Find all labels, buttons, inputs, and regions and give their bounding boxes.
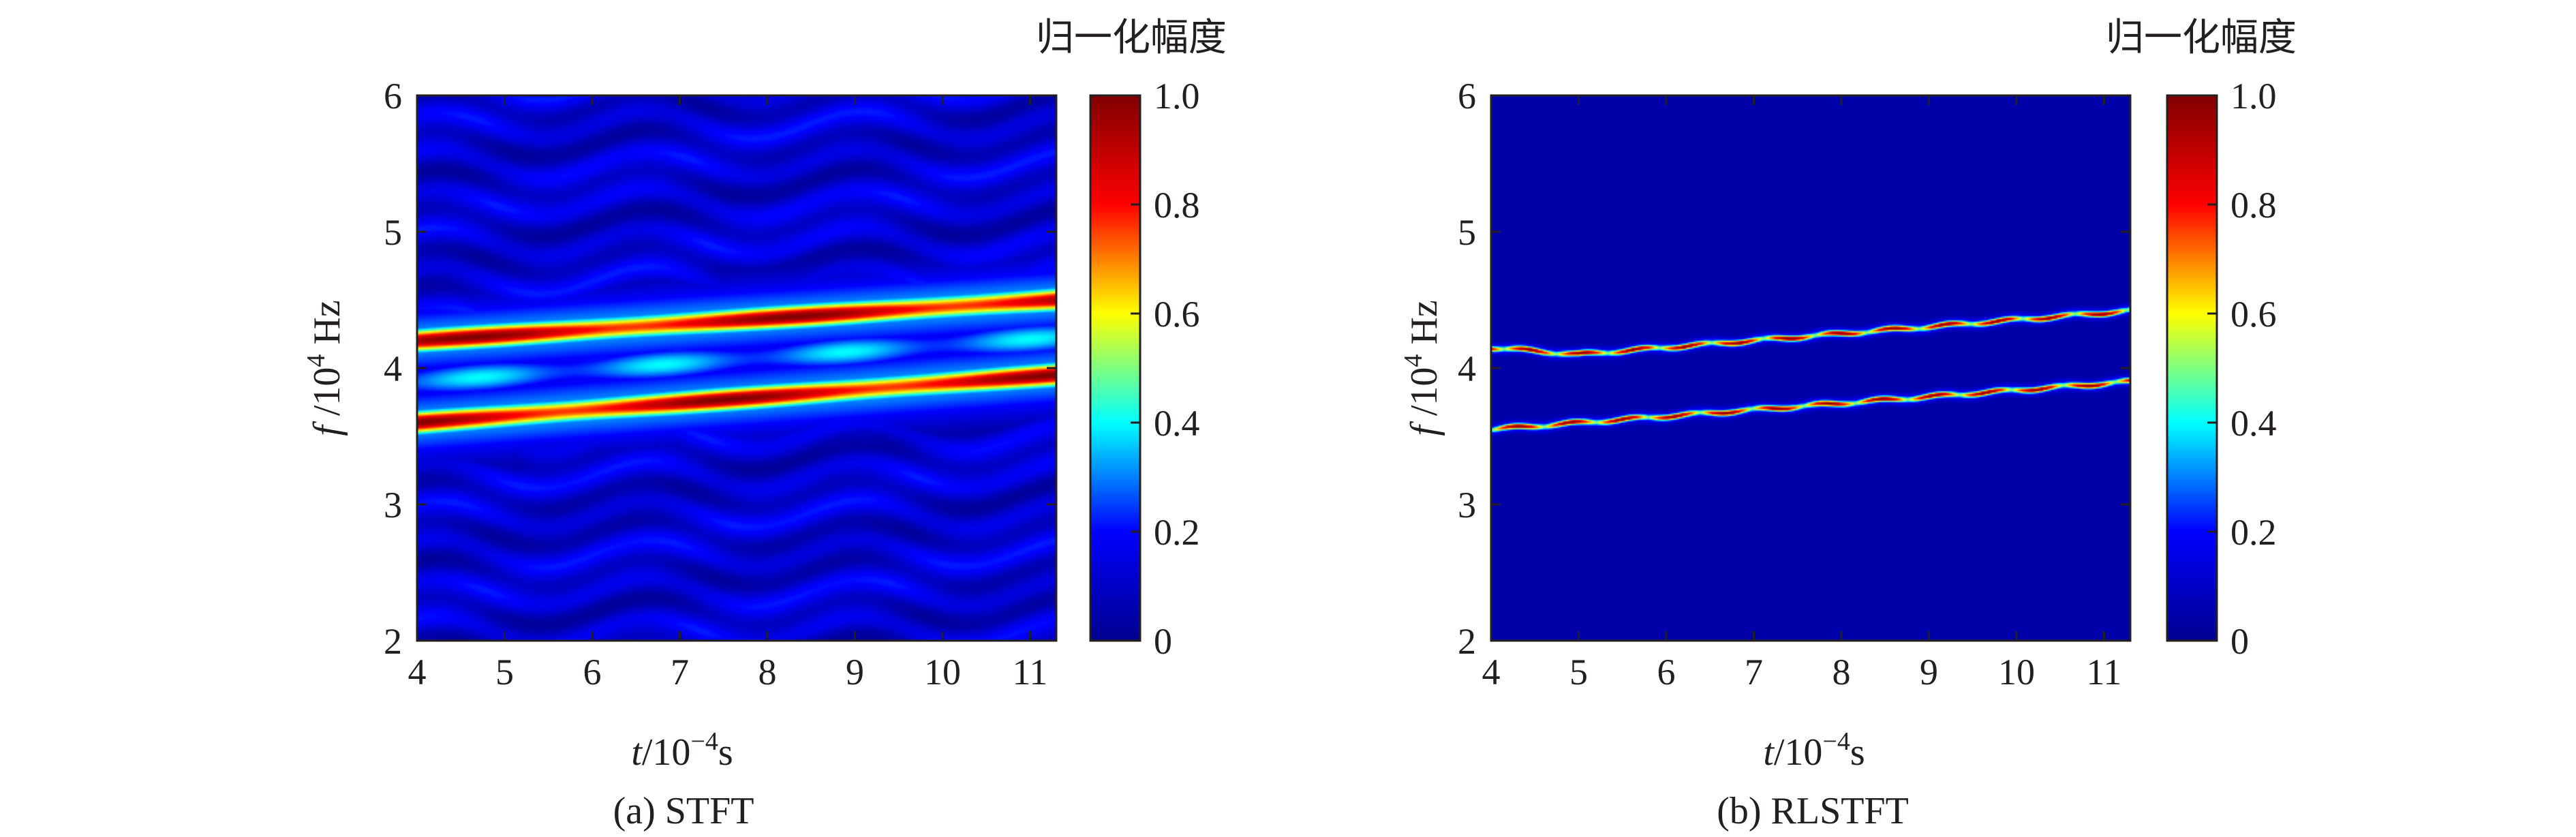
stft-y-axis-label: f /104 Hz <box>302 300 348 436</box>
rlstft-x-axis-label: t/10−4s <box>1763 727 1865 774</box>
rlstft-colorbar-tick-label: 0.8 <box>2230 185 2277 226</box>
stft-x-tick-label: 6 <box>583 652 601 693</box>
stft-colorbar-tick-label: 0.6 <box>1154 294 1200 335</box>
stft-x-axis: 4 5 6 7 8 9 10 11 <box>408 95 1047 693</box>
rlstft-y-tick-label: 5 <box>1458 212 1476 253</box>
rlstft-y-axis-label: f /104 Hz <box>1399 300 1445 436</box>
stft-colorbar-tick-label: 0.2 <box>1154 512 1200 553</box>
stft-colorbar-ticks: 0 0.2 0.4 0.6 0.8 1.0 <box>1131 76 1200 662</box>
stft-x-tick-label: 11 <box>1012 652 1047 693</box>
rlstft-y-tick-label: 3 <box>1458 485 1476 526</box>
stft-caption: (a) STFT <box>613 790 754 832</box>
rlstft-colorbar-title: 归一化幅度 <box>2106 16 2297 60</box>
stft-x-axis-label: t/10−4s <box>631 727 733 774</box>
stft-y-tick-label: 2 <box>384 621 402 662</box>
rlstft-x-tick-label: 6 <box>1657 652 1675 693</box>
stft-y-tick-label: 6 <box>384 76 402 117</box>
stft-x-tick-label: 7 <box>671 652 689 693</box>
stft-y-axis: 2 3 4 5 6 <box>384 76 1056 662</box>
rlstft-colorbar-frame <box>2166 94 2218 642</box>
stft-colorbar-tick-label: 0.4 <box>1154 403 1200 444</box>
stft-x-tick-label: 4 <box>408 652 427 693</box>
stft-x-tick-label: 10 <box>924 652 961 693</box>
rlstft-x-tick-label: 7 <box>1745 652 1763 693</box>
stft-y-tick-label: 5 <box>384 212 402 253</box>
stft-colorbar-tick-label: 0.8 <box>1154 185 1200 226</box>
rlstft-x-axis: 4 5 6 7 8 9 10 11 <box>1482 95 2121 693</box>
rlstft-colorbar-tick-label: 0.6 <box>2230 294 2277 335</box>
stft-colorbar-frame <box>1089 94 1141 642</box>
rlstft-x-tick-label: 5 <box>1569 652 1588 693</box>
rlstft-colorbar <box>2167 95 2217 641</box>
rlstft-y-axis: 2 3 4 5 6 <box>1458 76 2130 662</box>
stft-colorbar-tick-label: 1.0 <box>1154 76 1200 117</box>
stft-y-tick-label: 3 <box>384 485 402 526</box>
rlstft-x-tick-label: 4 <box>1482 652 1501 693</box>
rlstft-colorbar-ticks: 0 0.2 0.4 0.6 0.8 1.0 <box>2207 76 2277 662</box>
stft-x-tick-label: 8 <box>758 652 776 693</box>
rlstft-y-tick-label: 6 <box>1458 76 1476 117</box>
rlstft-x-tick-label: 11 <box>2086 652 2121 693</box>
rlstft-colorbar-tick-label: 0.2 <box>2230 512 2277 553</box>
stft-heatmap-image <box>417 95 1056 641</box>
rlstft-colorbar-tick-label: 0.4 <box>2230 403 2277 444</box>
stft-colorbar-title: 归一化幅度 <box>1036 16 1227 60</box>
stft-y-tick-label: 4 <box>384 348 402 389</box>
rlstft-caption: (b) RLSTFT <box>1717 790 1909 832</box>
stft-x-tick-label: 9 <box>846 652 864 693</box>
rlstft-x-tick-label: 8 <box>1832 652 1850 693</box>
rlstft-colorbar-tick-label: 0 <box>2230 621 2249 662</box>
stft-x-tick-label: 5 <box>495 652 514 693</box>
rlstft-heatmap-image <box>1491 95 2130 641</box>
stft-colorbar <box>1090 95 1140 641</box>
rlstft-x-tick-label: 9 <box>1920 652 1938 693</box>
stft-colorbar-tick-label: 0 <box>1154 621 1172 662</box>
rlstft-colorbar-tick-label: 1.0 <box>2230 76 2277 117</box>
rlstft-y-tick-label: 2 <box>1458 621 1476 662</box>
rlstft-y-tick-label: 4 <box>1458 348 1476 389</box>
rlstft-x-tick-label: 10 <box>1998 652 2035 693</box>
